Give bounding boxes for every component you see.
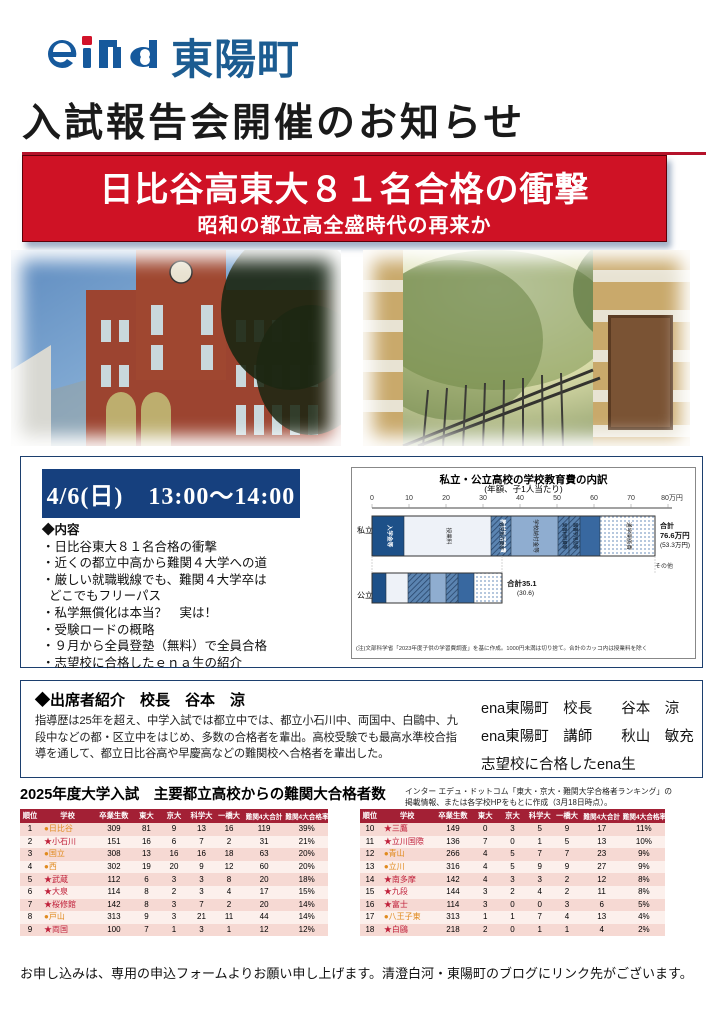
svg-text:合計: 合計 xyxy=(659,521,674,530)
svg-text:公立: 公立 xyxy=(357,590,373,600)
svg-text:通学関係費: 通学関係費 xyxy=(625,522,633,550)
svg-text:60: 60 xyxy=(590,495,598,502)
svg-text:学校納付金等: 学校納付金等 xyxy=(532,519,540,553)
svg-text:修学旅行費等: 修学旅行費等 xyxy=(498,521,505,550)
svg-text:(30.6): (30.6) xyxy=(517,590,534,597)
svg-text:実習材料費等: 実習材料費等 xyxy=(561,523,568,550)
svg-text:76.6万円: 76.6万円 xyxy=(660,531,690,540)
svg-text:70: 70 xyxy=(627,495,635,502)
svg-text:その他: その他 xyxy=(655,562,673,570)
svg-text:50: 50 xyxy=(553,495,561,502)
svg-text:30: 30 xyxy=(479,495,487,502)
svg-text:図書学用品等: 図書学用品等 xyxy=(572,523,579,550)
svg-text:合計35.1: 合計35.1 xyxy=(507,578,537,588)
svg-text:(53.3万円): (53.3万円) xyxy=(660,541,690,549)
svg-text:40: 40 xyxy=(516,495,524,502)
svg-text:入学金等: 入学金等 xyxy=(386,524,394,548)
svg-text:私立: 私立 xyxy=(357,525,373,535)
svg-text:0: 0 xyxy=(370,495,374,502)
svg-text:10: 10 xyxy=(405,495,413,502)
svg-text:授業料: 授業料 xyxy=(445,528,453,545)
svg-text:80万円: 80万円 xyxy=(661,494,683,502)
svg-text:20: 20 xyxy=(442,495,450,502)
